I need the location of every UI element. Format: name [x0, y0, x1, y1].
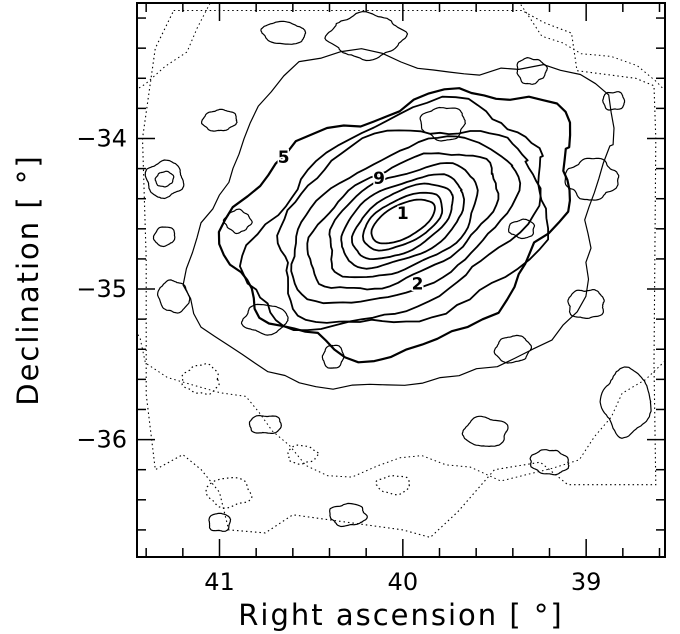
x-tick-label: 40	[388, 568, 419, 596]
contour-island	[564, 157, 620, 201]
contour-island	[201, 108, 238, 132]
contour-island	[321, 344, 345, 369]
contour-island	[599, 366, 652, 439]
contour-island	[248, 414, 282, 434]
x-tick-label: 39	[571, 568, 602, 596]
survey-boundary-contour	[141, 9, 657, 539]
contour-level-7	[290, 135, 522, 305]
contour-island	[461, 415, 509, 447]
axis-ticks	[137, 3, 665, 557]
x-axis-label: Right ascension [ °]	[238, 598, 563, 632]
tick-labels: 41 40 39 −34 −35 −36	[76, 124, 601, 596]
contour-island	[157, 279, 191, 314]
contour-level-label: 2	[412, 275, 424, 295]
contour-island	[154, 170, 175, 188]
contour-island	[260, 20, 307, 45]
contour-island	[324, 11, 409, 62]
contour-level-label: 5	[278, 148, 290, 168]
contour-island	[240, 303, 289, 336]
contour-island	[493, 334, 532, 364]
contour-island	[567, 289, 605, 319]
contour-island	[602, 91, 626, 111]
x-tick-label: 41	[204, 568, 235, 596]
contour-level-1	[370, 198, 436, 245]
contour-level-10	[217, 87, 572, 364]
y-tick-label: −36	[76, 426, 127, 454]
contour-island	[144, 159, 185, 200]
contour-island	[181, 362, 220, 395]
contour-island	[208, 512, 232, 532]
y-axis-label: Declination [ °]	[11, 154, 45, 406]
y-tick-label: −34	[76, 124, 127, 152]
contour-island	[222, 208, 253, 235]
contour-level-label: 1	[397, 204, 409, 224]
contour-level-8	[276, 129, 542, 324]
contour-island	[508, 218, 536, 240]
contour-island	[516, 57, 548, 85]
contour-island	[287, 444, 319, 465]
survey-outline	[141, 9, 657, 539]
contour-level-4	[340, 173, 465, 270]
contour-level-6	[306, 152, 500, 291]
contour-lines	[137, 3, 665, 482]
contour-level-label: 9	[373, 169, 385, 189]
contour-island	[152, 226, 176, 248]
contour-island	[529, 449, 570, 476]
contour-level-5	[328, 162, 479, 279]
contour-island	[419, 106, 466, 142]
y-tick-label: −35	[76, 275, 127, 303]
contour-island	[329, 502, 368, 528]
contour-level-2	[362, 191, 444, 252]
contour-island	[205, 477, 253, 509]
contour-level-3	[351, 182, 454, 260]
plot-frame	[136, 2, 666, 558]
contour-island	[375, 475, 410, 496]
contour-islands	[144, 11, 652, 532]
